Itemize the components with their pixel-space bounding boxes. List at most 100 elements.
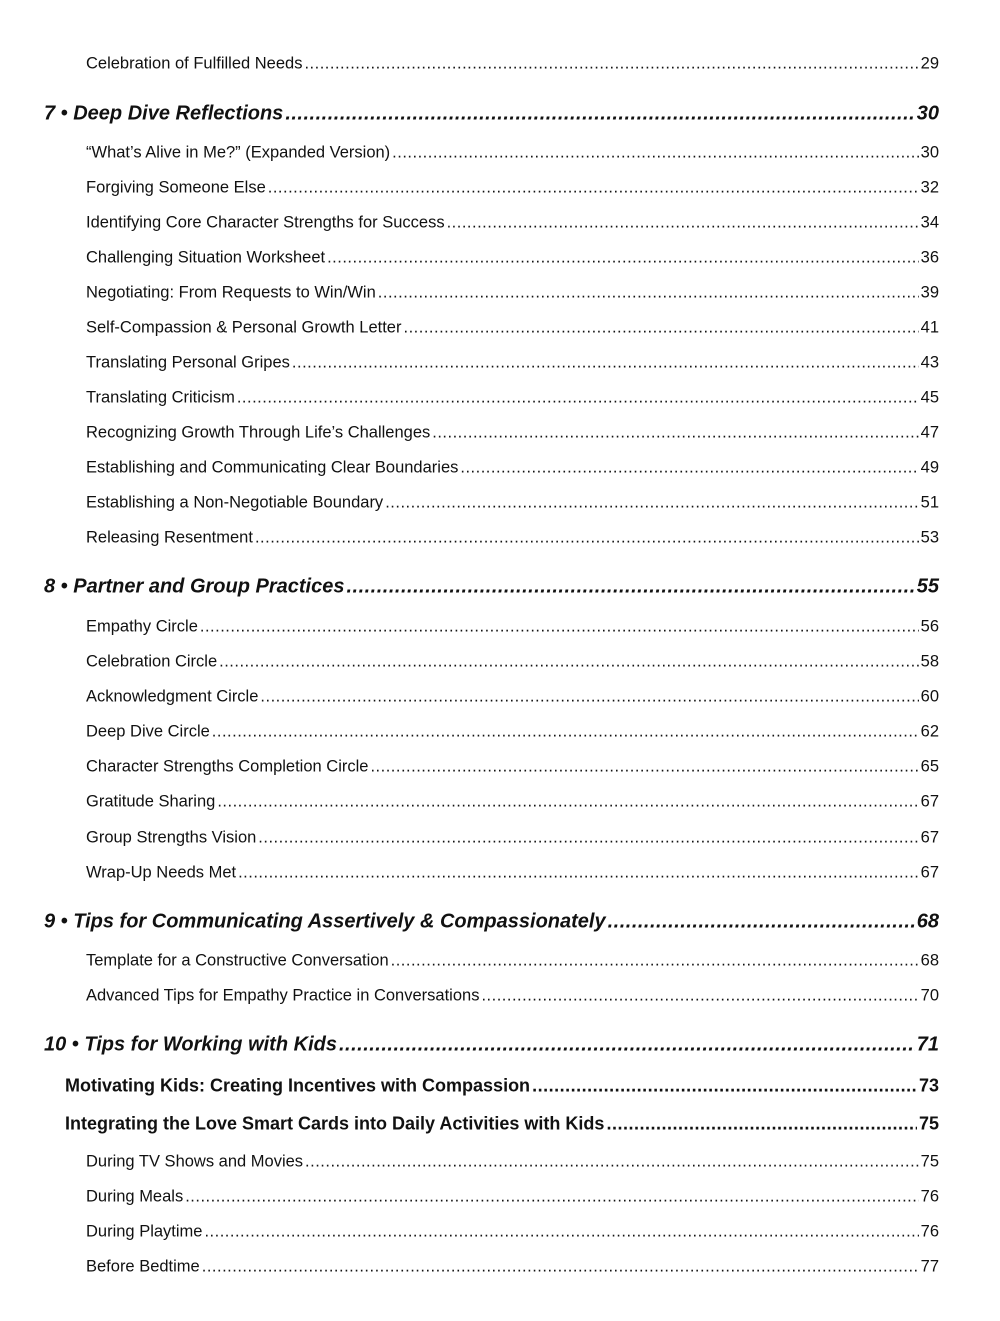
dot-leader xyxy=(460,459,918,478)
toc-entry-page: 45 xyxy=(920,388,939,407)
toc-entry-page: 53 xyxy=(920,528,939,547)
dot-leader xyxy=(260,688,918,707)
toc-entry-title: Challenging Situation Worksheet xyxy=(86,248,326,267)
dot-leader xyxy=(606,1114,917,1135)
toc-entry-title: During Meals xyxy=(86,1187,184,1206)
toc-chapter[interactable]: 7 • Deep Dive Reflections 30 xyxy=(44,103,939,126)
dot-leader xyxy=(212,723,919,742)
toc-entry-page: 41 xyxy=(920,318,939,337)
toc-section[interactable]: Integrating the Love Smart Cards into Da… xyxy=(65,1114,939,1135)
toc-entry-title: Gratitude Sharing xyxy=(86,792,216,811)
toc-entry-title: Advanced Tips for Empathy Practice in Co… xyxy=(86,986,480,1005)
toc-entry-page: 60 xyxy=(920,687,939,706)
toc-entry-page: 76 xyxy=(920,1187,939,1206)
toc-entry-title: Character Strengths Completion Circle xyxy=(86,757,369,776)
toc-item[interactable]: Translating Personal Gripes 43 xyxy=(86,354,939,373)
toc-entry-title: 8 • Partner and Group Practices xyxy=(44,575,345,598)
toc-section[interactable]: Motivating Kids: Creating Incentives wit… xyxy=(65,1076,939,1097)
toc-entry-title: During TV Shows and Movies xyxy=(86,1152,304,1171)
dot-leader xyxy=(200,618,919,637)
toc-entry-page: 71 xyxy=(916,1033,939,1056)
toc-item[interactable]: Forgiving Someone Else 32 xyxy=(86,179,939,198)
toc-entry-title: During Playtime xyxy=(86,1222,203,1241)
toc-item[interactable]: Deep Dive Circle 62 xyxy=(86,723,939,742)
toc-entry-title: Group Strengths Vision xyxy=(86,828,257,847)
toc-entry-page: 73 xyxy=(918,1075,939,1096)
toc-chapter[interactable]: 10 • Tips for Working with Kids 71 xyxy=(44,1034,939,1057)
toc-item[interactable]: Releasing Resentment 53 xyxy=(86,529,939,548)
dot-leader xyxy=(339,1034,915,1057)
toc-item[interactable]: Empathy Circle 56 xyxy=(86,618,939,637)
toc-chapter[interactable]: 8 • Partner and Group Practices 55 xyxy=(44,576,939,599)
toc-item[interactable]: “What’s Alive in Me?” (Expanded Version)… xyxy=(86,144,939,163)
toc-entry-title: Acknowledgment Circle xyxy=(86,687,259,706)
dot-leader xyxy=(304,55,918,74)
dot-leader xyxy=(258,829,918,848)
toc-item[interactable]: Character Strengths Completion Circle 65 xyxy=(86,758,939,777)
toc-item[interactable]: Acknowledgment Circle 60 xyxy=(86,688,939,707)
dot-leader xyxy=(378,284,919,303)
toc-entry-page: 58 xyxy=(920,652,939,671)
toc-item[interactable]: Celebration of Fulfilled Needs 29 xyxy=(86,55,939,74)
toc-item[interactable]: Recognizing Growth Through Life’s Challe… xyxy=(86,424,939,443)
toc-item[interactable]: Before Bedtime 77 xyxy=(86,1258,939,1277)
toc-chapter[interactable]: 9 • Tips for Communicating Assertively &… xyxy=(44,911,939,934)
dot-leader xyxy=(237,389,919,408)
toc-item[interactable]: During Meals 76 xyxy=(86,1188,939,1207)
toc-item[interactable]: Advanced Tips for Empathy Practice in Co… xyxy=(86,987,939,1006)
dot-leader xyxy=(327,249,919,268)
toc-item[interactable]: Self-Compassion & Personal Growth Letter… xyxy=(86,319,939,338)
toc-entry-page: 67 xyxy=(920,792,939,811)
toc-entry-page: 70 xyxy=(920,986,939,1005)
toc-entry-title: Motivating Kids: Creating Incentives wit… xyxy=(65,1075,531,1096)
dot-leader xyxy=(385,494,918,513)
dot-leader xyxy=(346,576,914,599)
dot-leader xyxy=(481,987,918,1006)
toc-entry-page: 36 xyxy=(920,248,939,267)
dot-leader xyxy=(403,319,918,338)
toc-item[interactable]: Group Strengths Vision 67 xyxy=(86,829,939,848)
toc-item[interactable]: Challenging Situation Worksheet 36 xyxy=(86,249,939,268)
toc-item[interactable]: During Playtime 76 xyxy=(86,1223,939,1242)
dot-leader xyxy=(217,793,918,812)
toc-entry-title: 10 • Tips for Working with Kids xyxy=(44,1033,337,1056)
toc-entry-title: Forgiving Someone Else xyxy=(86,178,266,197)
toc-item[interactable]: Translating Criticism 45 xyxy=(86,389,939,408)
toc-entry-page: 32 xyxy=(920,178,939,197)
dot-leader xyxy=(238,864,919,883)
dot-leader xyxy=(292,354,919,373)
dot-leader xyxy=(204,1223,918,1242)
toc-item[interactable]: Negotiating: From Requests to Win/Win 39 xyxy=(86,284,939,303)
toc-entry-title: Before Bedtime xyxy=(86,1257,200,1276)
toc-item[interactable]: Establishing a Non-Negotiable Boundary 51 xyxy=(86,494,939,513)
toc-item[interactable]: Wrap-Up Needs Met 67 xyxy=(86,864,939,883)
toc-entry-title: Identifying Core Character Strengths for… xyxy=(86,213,445,232)
toc-entry-title: Recognizing Growth Through Life’s Challe… xyxy=(86,423,431,442)
toc-entry-title: 9 • Tips for Communicating Assertively &… xyxy=(44,910,606,933)
toc-entry-page: 77 xyxy=(920,1257,939,1276)
toc-entry-page: 75 xyxy=(918,1113,939,1134)
toc-item[interactable]: Celebration Circle 58 xyxy=(86,653,939,672)
toc-entry-title: Establishing a Non-Negotiable Boundary xyxy=(86,493,384,512)
toc-entry-page: 55 xyxy=(916,575,939,598)
toc-item[interactable]: Identifying Core Character Strengths for… xyxy=(86,214,939,233)
dot-leader xyxy=(185,1188,918,1207)
toc-item[interactable]: During TV Shows and Movies 75 xyxy=(86,1153,939,1172)
toc-entry-title: Translating Criticism xyxy=(86,388,235,407)
toc-entry-page: 62 xyxy=(920,722,939,741)
toc-entry-title: “What’s Alive in Me?” (Expanded Version) xyxy=(86,143,391,162)
toc-entry-page: 34 xyxy=(920,213,939,232)
toc-entry-title: Template for a Constructive Conversation xyxy=(86,951,389,970)
toc-item[interactable]: Establishing and Communicating Clear Bou… xyxy=(86,459,939,478)
toc-entry-title: Translating Personal Gripes xyxy=(86,353,290,372)
dot-leader xyxy=(285,103,914,126)
toc-item[interactable]: Template for a Constructive Conversation… xyxy=(86,952,939,971)
dot-leader xyxy=(219,653,919,672)
dot-leader xyxy=(447,214,919,233)
toc-entry-page: 76 xyxy=(920,1222,939,1241)
dot-leader xyxy=(432,424,918,443)
toc-item[interactable]: Gratitude Sharing 67 xyxy=(86,793,939,812)
toc-entry-title: Integrating the Love Smart Cards into Da… xyxy=(65,1113,605,1134)
toc-entry-page: 68 xyxy=(920,951,939,970)
toc-entry-title: Deep Dive Circle xyxy=(86,722,210,741)
